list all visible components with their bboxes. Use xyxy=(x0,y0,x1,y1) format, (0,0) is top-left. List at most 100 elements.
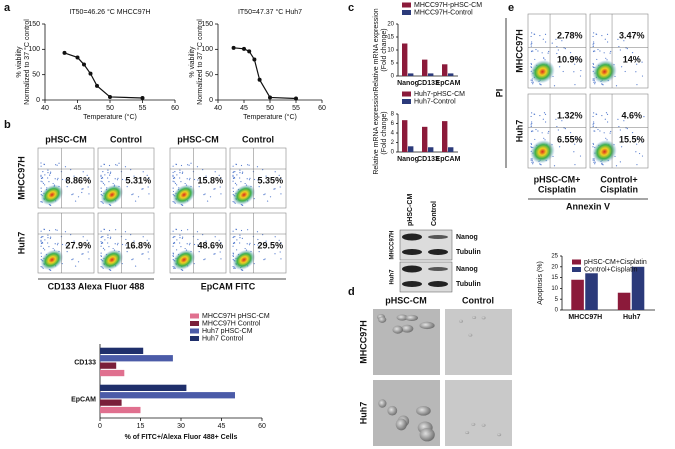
flow-dot xyxy=(249,242,251,244)
flow-dot xyxy=(107,172,109,174)
flow-dot xyxy=(44,174,46,176)
x-tick-label: 50 xyxy=(106,105,114,112)
flow-dot xyxy=(236,249,238,251)
flow-dot xyxy=(132,258,134,260)
flow-dot xyxy=(619,49,621,51)
y-tick-label: 0 xyxy=(391,150,395,156)
curve xyxy=(233,47,297,100)
flow-dot xyxy=(599,50,601,52)
flow-dot xyxy=(100,241,102,243)
flow-dot xyxy=(71,259,73,261)
flow-dot xyxy=(121,178,124,181)
point xyxy=(140,95,145,100)
curve xyxy=(64,52,143,99)
flow-dot xyxy=(535,128,537,131)
flow-dot xyxy=(112,247,114,250)
flow-dot xyxy=(530,115,532,118)
flow-dot xyxy=(58,162,60,164)
flow-dot xyxy=(244,247,246,250)
chart-title: IT50=46.26 °C MHCC97H xyxy=(69,8,150,16)
flow-dot xyxy=(604,118,606,120)
flow-dot xyxy=(142,188,144,190)
flow-dot xyxy=(61,243,64,246)
flow-dot xyxy=(56,179,59,181)
flow-dot xyxy=(530,62,532,65)
flow-dot xyxy=(81,188,83,190)
x-tick-label: MHCC97H xyxy=(568,314,602,321)
band-label: Nanog xyxy=(456,234,478,241)
flow-dot xyxy=(559,146,561,148)
percentage: 6.55% xyxy=(557,134,583,144)
flow-dot xyxy=(40,177,43,180)
flow-dot xyxy=(610,50,612,53)
flow-dot xyxy=(54,178,56,180)
flow-dot xyxy=(236,239,238,241)
flow-dot xyxy=(175,228,177,230)
flow-dot xyxy=(40,180,42,182)
flow-dot xyxy=(580,69,582,72)
column-header: Control xyxy=(242,134,274,144)
legend-swatch xyxy=(402,99,411,104)
flow-dot xyxy=(280,193,282,195)
flow-dot xyxy=(606,33,609,35)
flow-dot xyxy=(531,121,533,123)
flow-dot xyxy=(141,188,143,190)
x-tick-label: Nanog xyxy=(397,156,419,163)
flow-dot xyxy=(114,243,116,245)
flow-dot xyxy=(219,186,221,188)
flow-dot xyxy=(574,84,576,86)
cell xyxy=(378,316,387,323)
flow-dot xyxy=(262,234,264,236)
flow-dot xyxy=(205,240,207,242)
flow-density xyxy=(172,249,196,271)
percentage: 16.8% xyxy=(126,240,152,250)
flow-dot xyxy=(593,80,595,82)
flow-dot xyxy=(279,186,281,188)
point xyxy=(242,46,246,51)
flow-dot xyxy=(179,242,181,244)
flow-dot xyxy=(235,163,237,165)
x-tick-label: CD133 xyxy=(417,80,439,87)
bar xyxy=(422,126,428,152)
flow-dot xyxy=(115,164,117,166)
flow-dot xyxy=(265,175,267,177)
flow-dot xyxy=(104,239,106,241)
flow-dot xyxy=(626,128,628,130)
flow-dot xyxy=(173,181,175,183)
flow-dot xyxy=(232,180,234,182)
legend-label: MHCC97H-Control xyxy=(414,9,473,16)
flow-dot xyxy=(233,267,235,269)
flow-dot xyxy=(601,83,603,85)
flow-dot xyxy=(141,253,143,255)
flow-dot xyxy=(543,112,546,114)
flow-dot xyxy=(220,258,222,260)
percentage: 29.5% xyxy=(258,240,284,250)
bar xyxy=(100,399,122,406)
flow-dot xyxy=(82,188,84,190)
flow-dot xyxy=(233,236,235,238)
flow-dot xyxy=(52,182,54,185)
flow-dot xyxy=(125,179,127,181)
legend-swatch xyxy=(190,313,199,319)
flow-dot xyxy=(173,267,175,269)
flow-dot xyxy=(40,252,42,254)
flow-dot xyxy=(641,75,644,77)
flow-dot xyxy=(594,161,596,163)
flow-dot xyxy=(617,118,619,120)
y-tick-label: 50 xyxy=(205,72,213,79)
flow-dot xyxy=(172,200,174,203)
flow-dot xyxy=(88,258,90,260)
flow-dot xyxy=(174,177,176,179)
flow-dot xyxy=(542,118,544,120)
flow-dot xyxy=(82,171,84,173)
flow-dot xyxy=(108,164,111,167)
flow-dot xyxy=(100,177,103,180)
flow-dot xyxy=(48,229,51,232)
flow-dot xyxy=(206,200,209,202)
flow-dot xyxy=(56,164,58,166)
y-axis-label: % viability xyxy=(189,46,196,78)
y-tick-label: 0 xyxy=(555,308,559,314)
flow-dot xyxy=(234,236,236,238)
flow-dot xyxy=(531,41,533,43)
